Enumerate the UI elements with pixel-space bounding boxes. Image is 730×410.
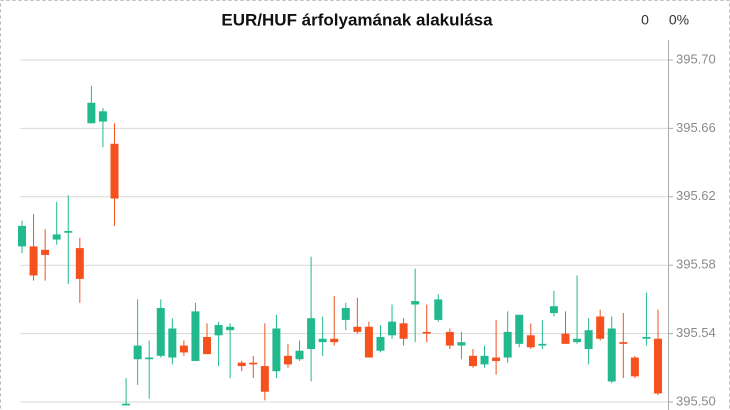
candle-body (203, 337, 212, 355)
candle-body (549, 306, 558, 314)
candle-body (411, 301, 420, 305)
candle-body (52, 234, 61, 240)
candle-body (260, 366, 269, 392)
candle-body (41, 249, 50, 255)
candle-body (98, 111, 107, 122)
candle-body (445, 331, 454, 346)
candle-body (584, 330, 593, 349)
candle-body (307, 318, 316, 349)
candle-body (654, 338, 662, 394)
candle-body (75, 248, 84, 279)
candle-body (87, 102, 96, 124)
candle-body (422, 331, 431, 334)
candle-body (179, 345, 188, 353)
candle-body (573, 338, 582, 343)
candle-body (18, 225, 26, 247)
candle-body (110, 143, 119, 199)
candle-body (133, 345, 142, 360)
candle-body (388, 321, 397, 336)
candle-body (376, 337, 385, 351)
y-tick-label: 395.50 (676, 393, 716, 408)
candle-body (330, 338, 339, 343)
candle-body (318, 338, 327, 343)
candle-body (642, 337, 651, 339)
candle-body (538, 343, 547, 346)
y-tick-label: 395.66 (676, 120, 716, 135)
candle-body (492, 357, 501, 361)
candle-body (526, 335, 535, 348)
candle-body (607, 328, 616, 382)
candle-body (364, 326, 373, 358)
candle-body (341, 307, 350, 320)
candle-body (156, 307, 165, 356)
candle-body (561, 333, 570, 344)
chart-title: EUR/HUF árfolyamának alakulása (221, 10, 493, 29)
candle-body (226, 326, 235, 331)
candle-body (272, 328, 281, 372)
candle-body (283, 355, 292, 365)
candle-body (353, 326, 362, 332)
y-tick-label: 395.54 (676, 325, 716, 340)
y-tick-label: 395.58 (676, 257, 716, 272)
change-percent: 0% (669, 12, 689, 28)
candle-body (503, 331, 512, 358)
candle-body (237, 362, 246, 367)
candle-body (399, 323, 408, 339)
candle-body (295, 350, 304, 360)
candle-body (434, 299, 443, 320)
candle-body (596, 316, 605, 339)
candle-body (249, 362, 258, 365)
candle-body (480, 355, 489, 365)
candle-body (619, 342, 628, 344)
candle-body (145, 357, 154, 360)
candle-body (515, 314, 524, 344)
candle-body (29, 246, 38, 276)
candle-body (122, 403, 131, 406)
candle-body (630, 357, 639, 377)
candle-body (64, 231, 73, 233)
change-value: 0 (641, 12, 649, 28)
candle-body (168, 328, 177, 358)
y-tick-label: 395.70 (676, 51, 716, 66)
candle-body (468, 355, 477, 367)
candle-body (457, 342, 466, 346)
y-tick-label: 395.62 (676, 188, 716, 203)
candle-body (214, 325, 223, 336)
candle-body (191, 311, 200, 361)
